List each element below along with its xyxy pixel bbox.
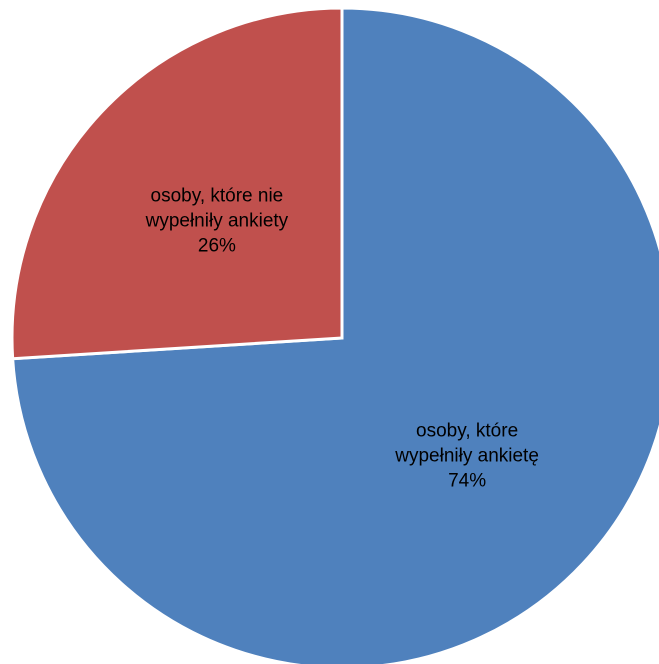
- pie-data-label-line: osoby, które nie: [151, 186, 284, 207]
- pie-data-label-line: wypełniły ankietę: [394, 446, 539, 467]
- pie-data-labels: osoby, które wypełniły ankietę 74%osoby, k…: [145, 186, 539, 492]
- pie-data-label-1: osoby, które nie wypełniły ankiety 26%: [145, 186, 289, 257]
- pie-data-label-line: osoby, które: [416, 421, 518, 442]
- pie-slices: [10, 6, 659, 664]
- pie-data-label-value: 26%: [198, 236, 236, 257]
- pie-slice-1: [10, 6, 344, 361]
- pie-data-label-line: wypełniły ankiety: [145, 211, 289, 232]
- pie-data-label-0: osoby, które wypełniły ankietę 74%: [394, 421, 539, 492]
- pie-slice-0: [11, 6, 659, 664]
- pie-data-label-value: 74%: [448, 471, 486, 492]
